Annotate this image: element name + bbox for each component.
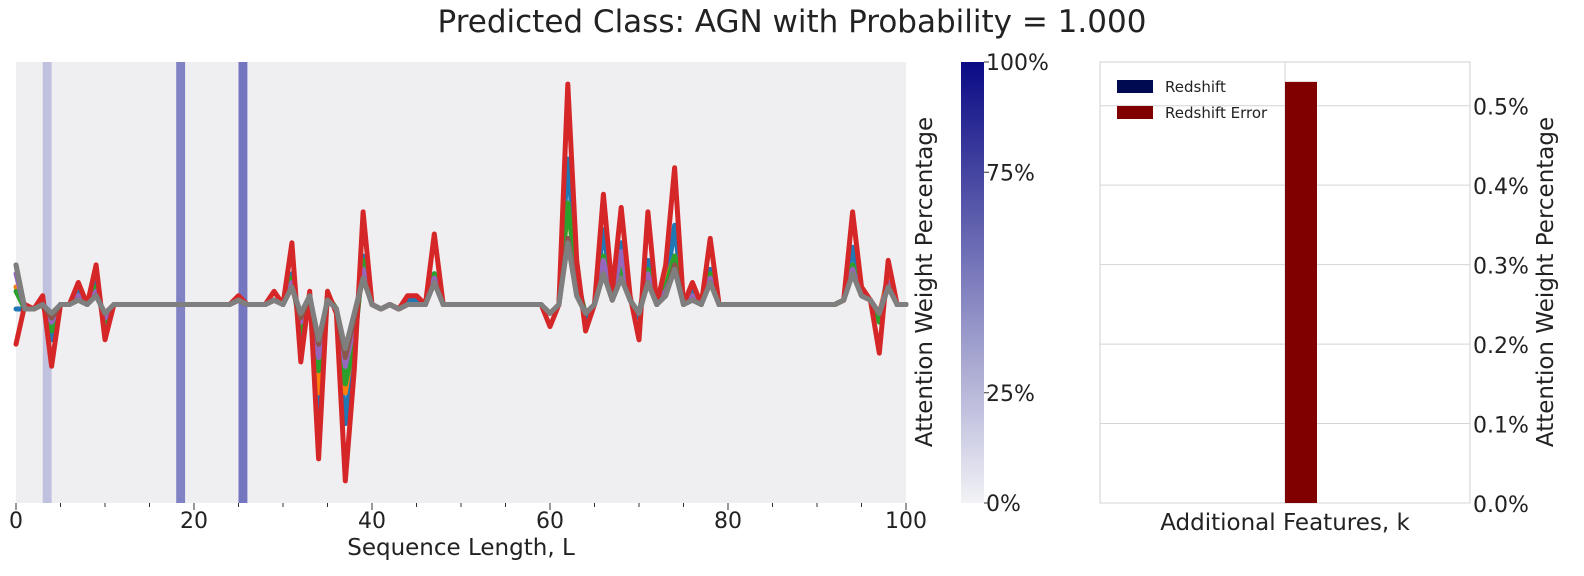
bar-y-tick-label: 0.4% xyxy=(1473,175,1529,200)
colorbar-ticks: 0% 25% 75% 100% xyxy=(984,51,1049,517)
attention-lines xyxy=(13,81,909,484)
additional-features-panel: 0.0%0.1%0.2%0.3%0.4%0.5% RedshiftRedshif… xyxy=(1099,61,1559,536)
x-tick-label: 80 xyxy=(714,509,742,534)
colorbar: 0% 25% 75% 100% Attention Weight Percentage xyxy=(912,51,1049,517)
bar-y-tick-label: 0.3% xyxy=(1473,255,1529,280)
legend-swatch xyxy=(1117,106,1153,119)
highlight-band-1 xyxy=(176,62,186,503)
highlight-bands xyxy=(42,62,248,503)
highlight-band-2 xyxy=(238,62,248,503)
bar-y-axis-label: Attention Weight Percentage xyxy=(1533,117,1559,447)
legend: Redshift Redshift Error xyxy=(1117,78,1268,122)
bar-y-tick-label: 0.0% xyxy=(1473,493,1529,518)
bar-redshift-error xyxy=(1285,81,1317,503)
x-tick-label: 0 xyxy=(9,509,23,534)
x-tick-label: 40 xyxy=(358,509,386,534)
legend-label: Redshift xyxy=(1165,78,1226,96)
x-tick-label: 60 xyxy=(536,509,564,534)
x-tick-label: 20 xyxy=(180,509,208,534)
bar-y-tick-label: 0.1% xyxy=(1473,414,1529,439)
bar-x-axis-label: Additional Features, k xyxy=(1160,510,1410,536)
highlight-band-0 xyxy=(42,62,52,503)
x-tick-label: 100 xyxy=(885,509,927,534)
legend-swatch xyxy=(1117,80,1153,93)
colorbar-tick-label: 100% xyxy=(986,51,1049,76)
figure-title: Predicted Class: AGN with Probability = … xyxy=(437,4,1147,40)
colorbar-tick-label: 0% xyxy=(986,492,1021,517)
colorbar-tick-label: 75% xyxy=(986,161,1035,186)
colorbar-label: Attention Weight Percentage xyxy=(912,117,938,447)
bar-y-ticks: 0.0% 0.1% 0.2% 0.3% 0.4% 0.5% xyxy=(1473,96,1529,518)
attention-line-panel: 0 20 40 60 80 100 Sequence Length, L xyxy=(9,62,927,561)
x-axis-label: Sequence Length, L xyxy=(347,535,575,561)
line-plot-area xyxy=(16,62,906,503)
bar-y-tick-label: 0.2% xyxy=(1473,334,1529,359)
bar-y-tick-label: 0.5% xyxy=(1473,96,1529,121)
colorbar-gradient xyxy=(961,62,984,503)
colorbar-tick-label: 25% xyxy=(986,382,1035,407)
attention-series-6 xyxy=(13,240,909,352)
x-axis-ticks: 0 20 40 60 80 100 xyxy=(9,503,927,534)
bars xyxy=(1285,81,1317,503)
legend-label: Redshift Error xyxy=(1165,104,1268,122)
